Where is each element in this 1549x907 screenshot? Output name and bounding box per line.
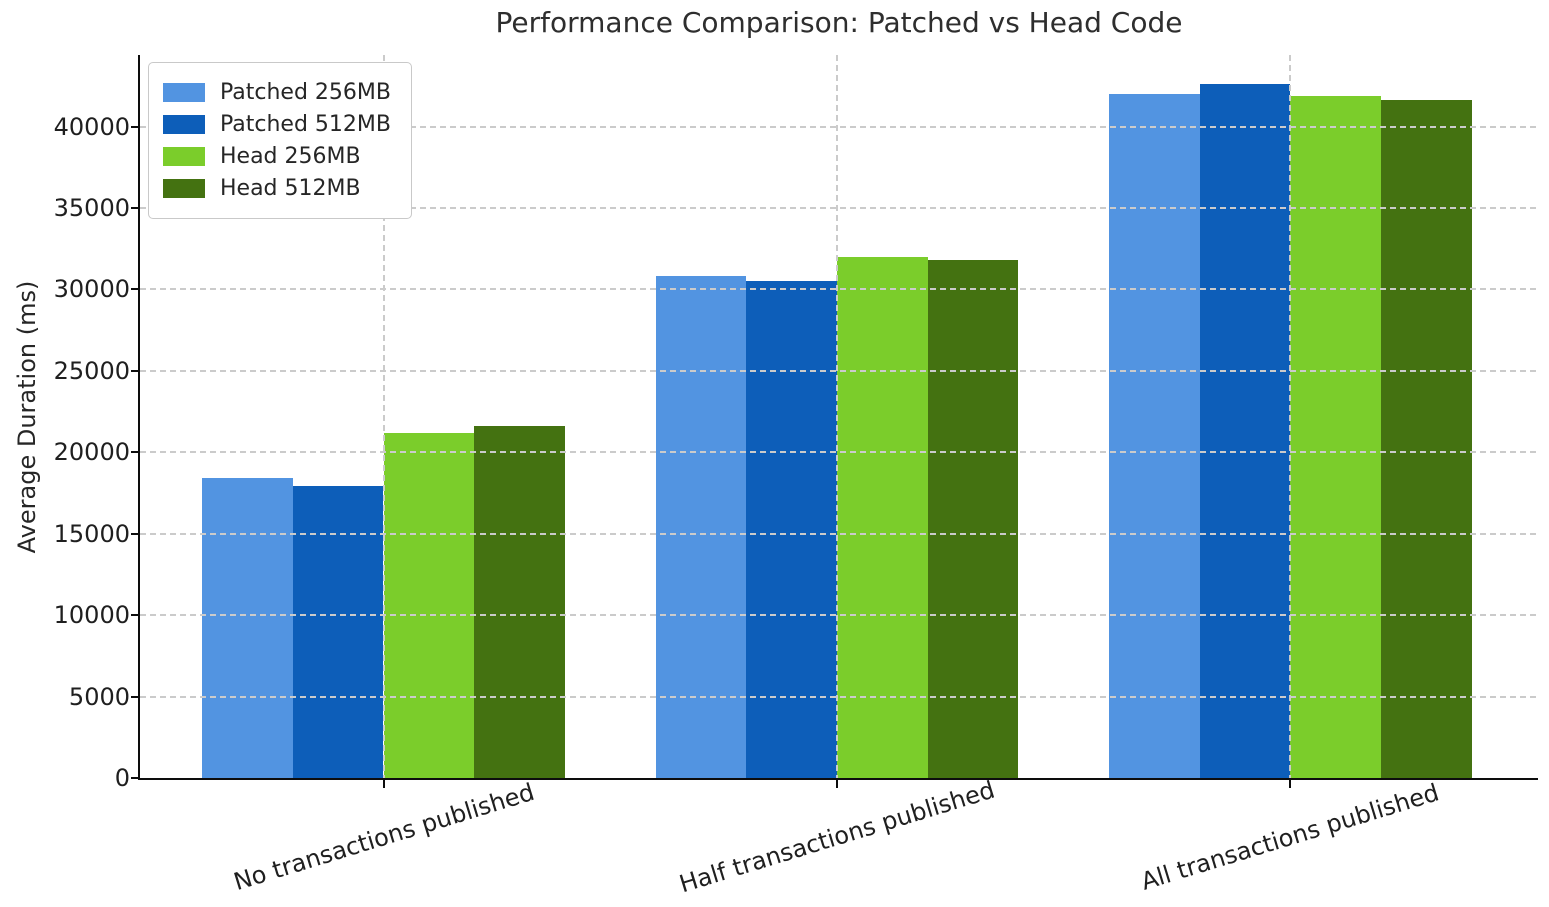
y-tick-label: 25000 [53,356,130,385]
legend-item: Patched 512MB [163,112,391,137]
bar-patched-512mb [292,486,384,778]
bar-patched-256mb [1108,93,1200,778]
y-tick-mark [131,369,140,372]
legend-swatch [163,83,205,102]
y-tick-mark [131,532,140,535]
plot-area [138,55,1538,780]
y-tick-mark [131,206,140,209]
x-tick-label-text: Half transactions published [676,775,998,899]
h-gridline [140,614,1538,617]
y-tick-mark [131,451,140,454]
chart-title: Performance Comparison: Patched vs Head … [495,6,1183,39]
h-gridline [140,369,1538,372]
bar-head-256mb [1290,95,1382,778]
bar-head-512mb [1381,100,1472,778]
y-tick-mark [131,125,140,128]
legend-label: Head 512MB [220,176,361,201]
y-tick-label: 40000 [53,112,130,141]
x-tick-mark [836,780,838,788]
y-tick-mark [131,288,140,291]
bar-patched-512mb [746,281,837,778]
legend-item: Head 512MB [163,176,391,201]
bar-head-256mb [383,432,475,778]
h-gridline [140,695,1538,698]
x-tick-label-text: No transactions published [229,777,538,897]
y-tick-label: 5000 [68,682,130,711]
y-axis-label: Average Duration (ms) [13,280,41,554]
legend-swatch [163,179,205,198]
legend-label: Head 256MB [220,144,361,169]
y-tick-mark [131,777,140,779]
y-tick-label: 15000 [53,519,130,548]
y-tick-label: 10000 [53,601,130,630]
y-tick-mark [131,614,140,617]
h-gridline [140,451,1538,454]
bar-head-512mb [474,426,565,778]
x-tick-label-text: All transactions published [1138,778,1443,896]
bar-patched-512mb [1199,84,1291,778]
y-tick-label: 30000 [53,275,130,304]
x-tick-mark [1289,780,1292,788]
bar-head-512mb [927,260,1019,778]
h-gridline [140,288,1538,291]
bar-patched-256mb [202,478,293,778]
legend-swatch [163,147,205,166]
v-gridline [382,55,385,778]
y-tick-mark [131,695,140,698]
bar-head-256mb [837,256,928,778]
y-tick-label: 0 [114,764,130,792]
legend-item: Head 256MB [163,144,391,169]
legend-label: Patched 512MB [220,112,391,137]
h-gridline [140,125,1538,128]
v-gridline [1289,55,1292,778]
x-tick-mark [382,780,385,788]
y-tick-label: 20000 [53,438,130,467]
legend: Patched 256MB Patched 512MB Head 256MB Head… [148,62,412,219]
legend-item: Patched 256MB [163,80,391,105]
h-gridline [140,206,1538,209]
legend-label: Patched 256MB [220,80,391,105]
v-gridline [836,55,838,778]
y-tick-label: 35000 [53,193,130,222]
bar-patched-256mb [655,276,747,778]
legend-swatch [163,115,205,134]
h-gridline [140,532,1538,535]
